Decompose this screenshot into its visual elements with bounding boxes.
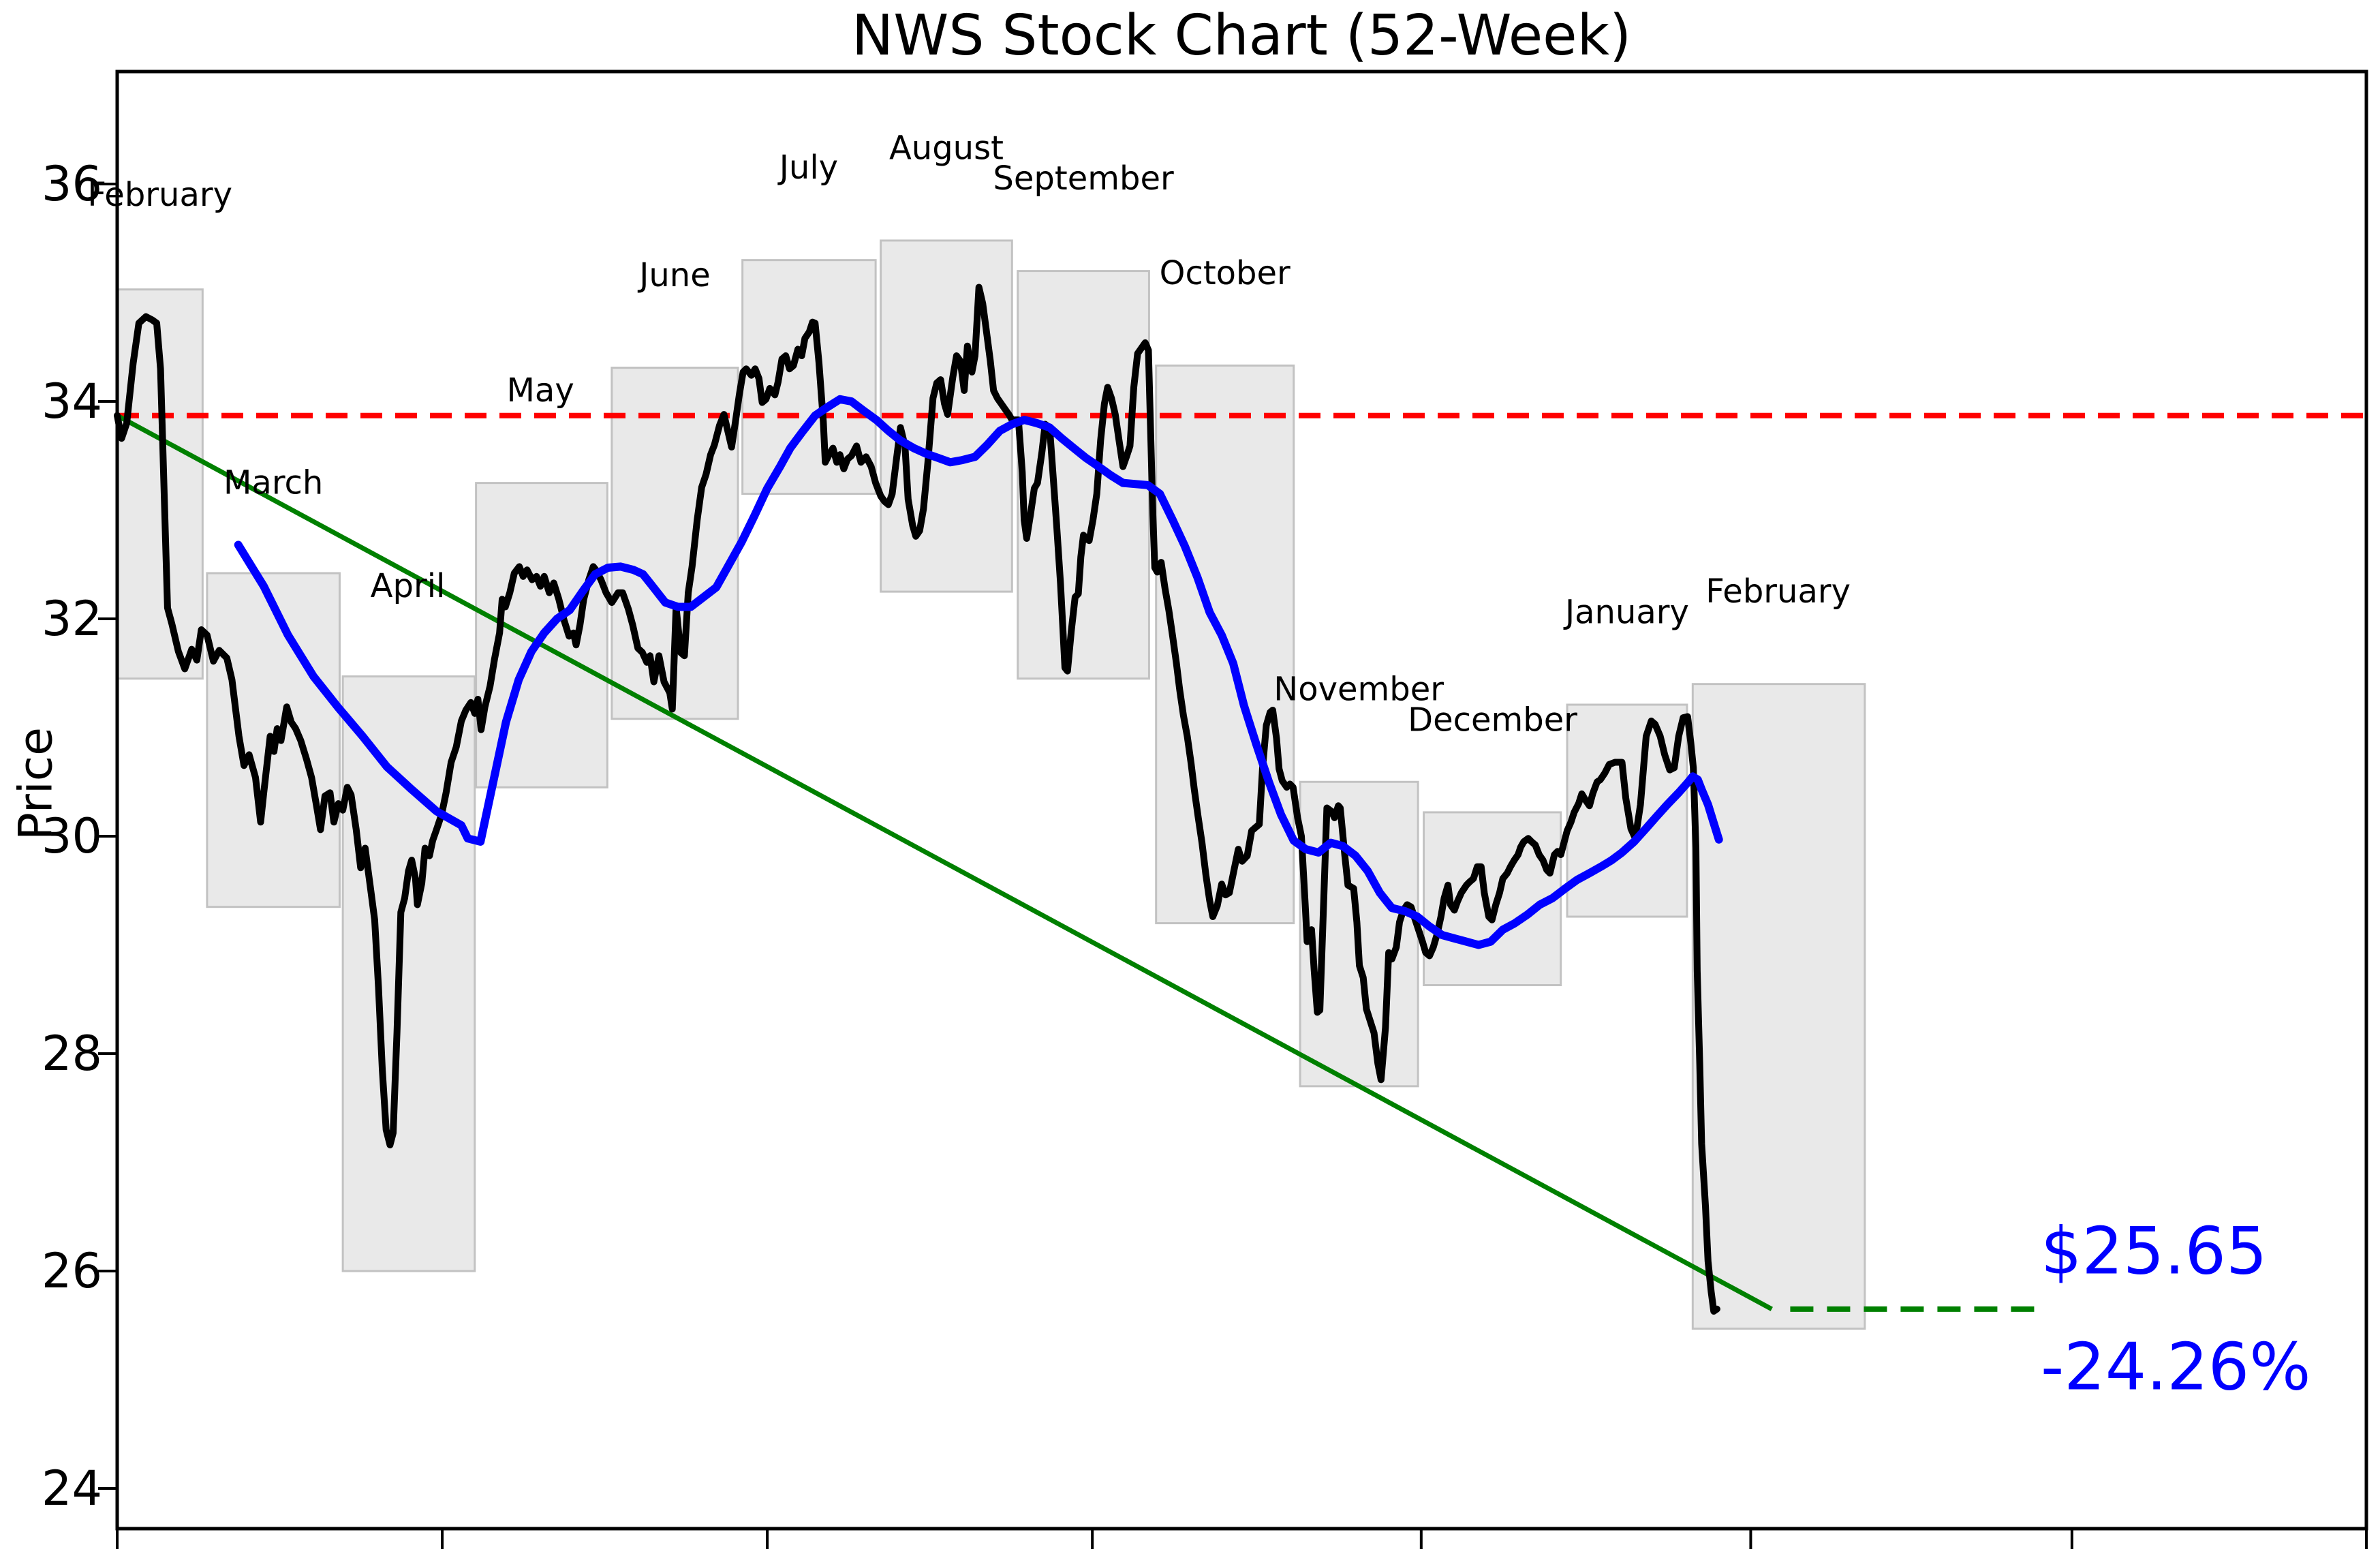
y-tick-label: 36 bbox=[42, 156, 102, 212]
y-tick-label: 26 bbox=[42, 1243, 102, 1299]
final-price-annotation: $25.65 bbox=[2041, 1214, 2268, 1289]
month-label-september: September bbox=[993, 159, 1174, 198]
trend-line bbox=[116, 413, 1773, 1311]
percent-change-annotation: -24.26% bbox=[2041, 1330, 2311, 1405]
month-box-july bbox=[741, 259, 877, 495]
month-label-december: December bbox=[1408, 701, 1577, 739]
month-label-november: November bbox=[1273, 671, 1444, 709]
plot-border bbox=[115, 70, 2368, 1531]
y-tick-label: 30 bbox=[42, 808, 102, 864]
month-label-february: February bbox=[87, 176, 232, 214]
month-label-february-2: February bbox=[1705, 572, 1851, 611]
price-line bbox=[114, 284, 1720, 1315]
chart-title: NWS Stock Chart (52-Week) bbox=[851, 3, 1632, 68]
month-label-march: March bbox=[223, 464, 323, 502]
moving-average-line bbox=[234, 395, 1723, 949]
y-tick-label: 24 bbox=[42, 1460, 102, 1516]
month-box-february-2 bbox=[1691, 683, 1866, 1330]
month-label-june: June bbox=[637, 256, 711, 294]
y-axis-label: Price bbox=[9, 727, 63, 840]
month-label-july: July bbox=[777, 149, 838, 187]
month-label-october: October bbox=[1160, 254, 1291, 292]
month-label-april: April bbox=[371, 567, 446, 605]
month-label-january: January bbox=[1563, 593, 1689, 631]
month-box-december bbox=[1423, 811, 1562, 987]
month-label-may: May bbox=[506, 371, 574, 410]
month-label-august: August bbox=[889, 129, 1004, 167]
y-tick-label: 32 bbox=[42, 591, 102, 647]
month-box-april bbox=[341, 675, 476, 1272]
y-tick-label: 34 bbox=[42, 373, 102, 429]
y-tick-label: 28 bbox=[42, 1026, 102, 1082]
